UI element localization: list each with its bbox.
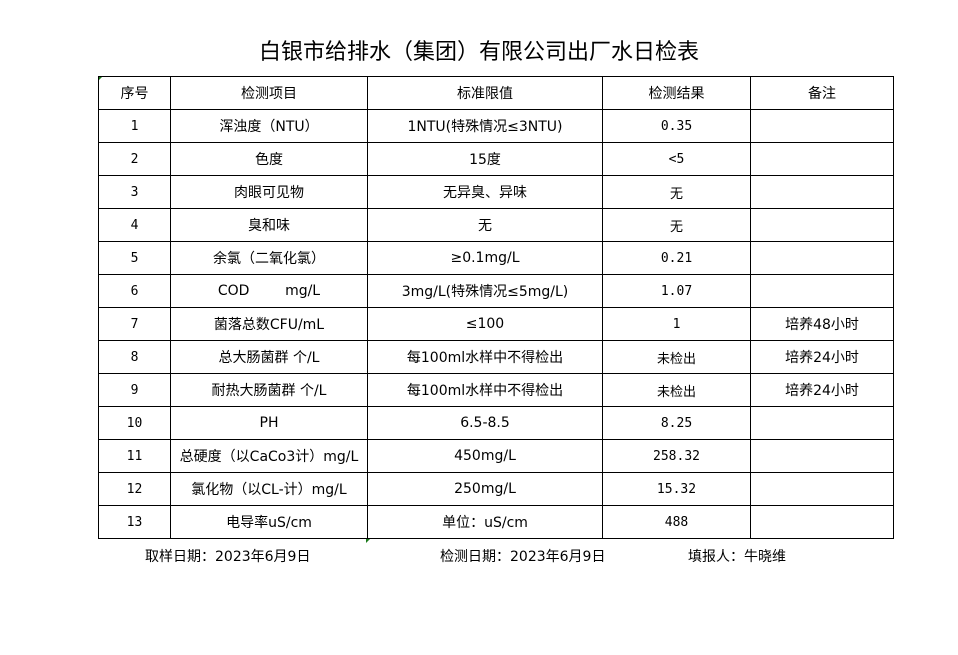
- test-result: 8.25: [602, 406, 751, 440]
- remark: [750, 274, 894, 308]
- remark: [750, 472, 894, 506]
- test-result: <5: [602, 142, 751, 176]
- reporter: 填报人：牛晓维: [688, 549, 786, 565]
- test-item: 菌落总数CFU/mL: [170, 307, 368, 341]
- page-title: 白银市给排水（集团）有限公司出厂水日检表: [258, 40, 699, 65]
- row-number: 1: [98, 109, 171, 143]
- row-number: 5: [98, 241, 171, 275]
- remark: [750, 208, 894, 242]
- test-item: 余氯（二氧化氯）: [170, 241, 368, 275]
- sample-date: 取样日期：2023年6月9日: [145, 549, 311, 565]
- remark: 培养24小时: [750, 373, 894, 407]
- table-row: 1 浑浊度（NTU） 1NTU(特殊情况≤3NTU) 0.35: [98, 109, 894, 143]
- standard-limit: 6.5-8.5: [367, 406, 603, 440]
- header-cell: 检测结果: [602, 76, 751, 110]
- table-row: 2 色度 15度 <5: [98, 142, 894, 176]
- standard-limit: 无异臭、异味: [367, 175, 603, 209]
- test-item: 总大肠菌群 个/L: [170, 340, 368, 374]
- row-number: 10: [98, 406, 171, 440]
- standard-limit: 每100ml水样中不得检出: [367, 340, 603, 374]
- table-row: 5 余氯（二氧化氯） ≥0.1mg/L 0.21: [98, 241, 894, 275]
- table-row: 7 菌落总数CFU/mL ≤100 1 培养48小时: [98, 307, 894, 341]
- remark: [750, 142, 894, 176]
- row-number: 6: [98, 274, 171, 308]
- test-item: 肉眼可见物: [170, 175, 368, 209]
- cell-marker: [366, 538, 371, 543]
- test-item: 电导率uS/cm: [170, 505, 368, 539]
- test-result: 未检出: [602, 373, 751, 407]
- test-result: 无: [602, 175, 751, 209]
- row-number: 7: [98, 307, 171, 341]
- row-number: 3: [98, 175, 171, 209]
- remark: 培养24小时: [750, 340, 894, 374]
- standard-limit: 单位：uS/cm: [367, 505, 603, 539]
- test-item: PH: [170, 406, 368, 440]
- remark: 培养48小时: [750, 307, 894, 341]
- test-item: 总硬度（以CaCo3计）mg/L: [170, 439, 368, 473]
- row-number: 11: [98, 439, 171, 473]
- remark: [750, 439, 894, 473]
- table-header-row: 序号 检测项目 标准限值 检测结果 备注: [98, 76, 894, 110]
- test-result: 无: [602, 208, 751, 242]
- header-cell: 备注: [750, 76, 894, 110]
- test-result: 0.21: [602, 241, 751, 275]
- test-item: 氯化物（以CL-计）mg/L: [170, 472, 368, 506]
- table-row: 6 COD mg/L 3mg/L(特殊情况≤5mg/L) 1.07: [98, 274, 894, 308]
- test-result: 15.32: [602, 472, 751, 506]
- test-result: 1: [602, 307, 751, 341]
- row-number: 4: [98, 208, 171, 242]
- standard-limit: ≤100: [367, 307, 603, 341]
- table-row: 12 氯化物（以CL-计）mg/L 250mg/L 15.32: [98, 472, 894, 506]
- standard-limit: 3mg/L(特殊情况≤5mg/L): [367, 274, 603, 308]
- row-number: 12: [98, 472, 171, 506]
- standard-limit: 每100ml水样中不得检出: [367, 373, 603, 407]
- remark: [750, 109, 894, 143]
- row-number: 2: [98, 142, 171, 176]
- test-result: 1.07: [602, 274, 751, 308]
- remark: [750, 505, 894, 539]
- test-result: 488: [602, 505, 751, 539]
- test-item: COD mg/L: [170, 274, 368, 308]
- standard-limit: 15度: [367, 142, 603, 176]
- standard-limit: 1NTU(特殊情况≤3NTU): [367, 109, 603, 143]
- standard-limit: 无: [367, 208, 603, 242]
- test-result: 0.35: [602, 109, 751, 143]
- row-number: 13: [98, 505, 171, 539]
- test-item: 浑浊度（NTU）: [170, 109, 368, 143]
- header-cell: 序号: [98, 76, 171, 110]
- table-row: 13 电导率uS/cm 单位：uS/cm 488: [98, 505, 894, 539]
- row-number: 9: [98, 373, 171, 407]
- table-row: 4 臭和味无无: [98, 208, 894, 242]
- table-row: 9 耐热大肠菌群 个/L 每100ml水样中不得检出 未检出 培养24小时: [98, 373, 894, 407]
- test-result: 未检出: [602, 340, 751, 374]
- test-date: 检测日期：2023年6月9日: [440, 549, 606, 565]
- row-number: 8: [98, 340, 171, 374]
- table-row: 11 总硬度（以CaCo3计）mg/L 450mg/L 258.32: [98, 439, 894, 473]
- test-item: 色度: [170, 142, 368, 176]
- table-row: 8 总大肠菌群 个/L 每100ml水样中不得检出 未检出 培养24小时: [98, 340, 894, 374]
- inspection-table: 序号 检测项目 标准限值 检测结果 备注 1 浑浊度（NTU） 1NTU(特殊情况≤…: [98, 76, 894, 539]
- header-cell: 检测项目: [170, 76, 368, 110]
- table-row: 3 肉眼可见物 无异臭、异味无: [98, 175, 894, 209]
- remark: [750, 175, 894, 209]
- standard-limit: 450mg/L: [367, 439, 603, 473]
- test-item: 臭和味: [170, 208, 368, 242]
- test-item: 耐热大肠菌群 个/L: [170, 373, 368, 407]
- remark: [750, 241, 894, 275]
- standard-limit: ≥0.1mg/L: [367, 241, 603, 275]
- test-result: 258.32: [602, 439, 751, 473]
- remark: [750, 406, 894, 440]
- header-cell: 标准限值: [367, 76, 603, 110]
- standard-limit: 250mg/L: [367, 472, 603, 506]
- table-row: 10 PH 6.5-8.5 8.25: [98, 406, 894, 440]
